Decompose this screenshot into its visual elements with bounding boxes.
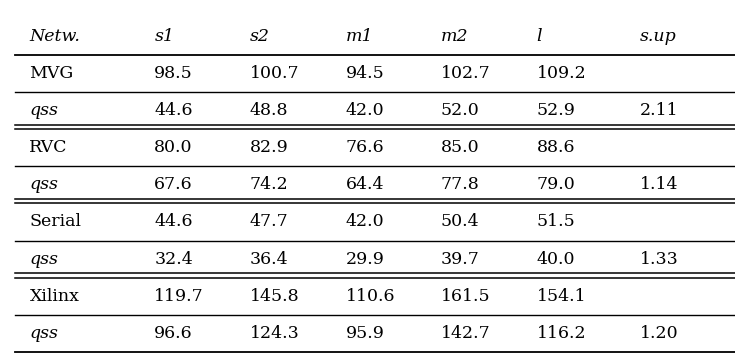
Text: 36.4: 36.4 xyxy=(250,251,289,267)
Text: 48.8: 48.8 xyxy=(250,102,288,119)
Text: 79.0: 79.0 xyxy=(537,176,576,194)
Text: RVC: RVC xyxy=(29,139,68,156)
Text: 1.20: 1.20 xyxy=(639,325,678,342)
Text: 80.0: 80.0 xyxy=(154,139,193,156)
Text: 82.9: 82.9 xyxy=(250,139,289,156)
Text: 74.2: 74.2 xyxy=(250,176,289,194)
Text: 96.6: 96.6 xyxy=(154,325,193,342)
Text: qss: qss xyxy=(29,251,58,267)
Text: m1: m1 xyxy=(345,28,373,45)
Text: Xilinx: Xilinx xyxy=(29,288,79,305)
Text: 39.7: 39.7 xyxy=(441,251,480,267)
Text: 29.9: 29.9 xyxy=(345,251,384,267)
Text: 161.5: 161.5 xyxy=(441,288,491,305)
Text: 124.3: 124.3 xyxy=(250,325,300,342)
Text: 102.7: 102.7 xyxy=(441,65,491,82)
Text: 52.0: 52.0 xyxy=(441,102,480,119)
Text: 85.0: 85.0 xyxy=(441,139,480,156)
Text: 88.6: 88.6 xyxy=(537,139,575,156)
Text: 94.5: 94.5 xyxy=(345,65,384,82)
Text: 154.1: 154.1 xyxy=(537,288,587,305)
Text: 44.6: 44.6 xyxy=(154,214,193,230)
Text: 142.7: 142.7 xyxy=(441,325,491,342)
Text: qss: qss xyxy=(29,176,58,194)
Text: 44.6: 44.6 xyxy=(154,102,193,119)
Text: 64.4: 64.4 xyxy=(345,176,384,194)
Text: s2: s2 xyxy=(250,28,270,45)
Text: 76.6: 76.6 xyxy=(345,139,384,156)
Text: 110.6: 110.6 xyxy=(345,288,395,305)
Text: qss: qss xyxy=(29,102,58,119)
Text: Serial: Serial xyxy=(29,214,82,230)
Text: 1.14: 1.14 xyxy=(639,176,678,194)
Text: s1: s1 xyxy=(154,28,174,45)
Text: s.up: s.up xyxy=(639,28,676,45)
Text: 52.9: 52.9 xyxy=(537,102,576,119)
Text: MVG: MVG xyxy=(29,65,74,82)
Text: m2: m2 xyxy=(441,28,468,45)
Text: 51.5: 51.5 xyxy=(537,214,576,230)
Text: 32.4: 32.4 xyxy=(154,251,193,267)
Text: 145.8: 145.8 xyxy=(250,288,300,305)
Text: 98.5: 98.5 xyxy=(154,65,193,82)
Text: 1.33: 1.33 xyxy=(639,251,678,267)
Text: l: l xyxy=(537,28,542,45)
Text: 77.8: 77.8 xyxy=(441,176,480,194)
Text: 100.7: 100.7 xyxy=(250,65,300,82)
Text: 50.4: 50.4 xyxy=(441,214,480,230)
Text: 116.2: 116.2 xyxy=(537,325,587,342)
Text: 95.9: 95.9 xyxy=(345,325,384,342)
Text: 42.0: 42.0 xyxy=(345,102,384,119)
Text: 42.0: 42.0 xyxy=(345,214,384,230)
Text: qss: qss xyxy=(29,325,58,342)
Text: 119.7: 119.7 xyxy=(154,288,204,305)
Text: 2.11: 2.11 xyxy=(639,102,678,119)
Text: 47.7: 47.7 xyxy=(250,214,289,230)
Text: 67.6: 67.6 xyxy=(154,176,193,194)
Text: 109.2: 109.2 xyxy=(537,65,587,82)
Text: Netw.: Netw. xyxy=(29,28,80,45)
Text: 40.0: 40.0 xyxy=(537,251,575,267)
